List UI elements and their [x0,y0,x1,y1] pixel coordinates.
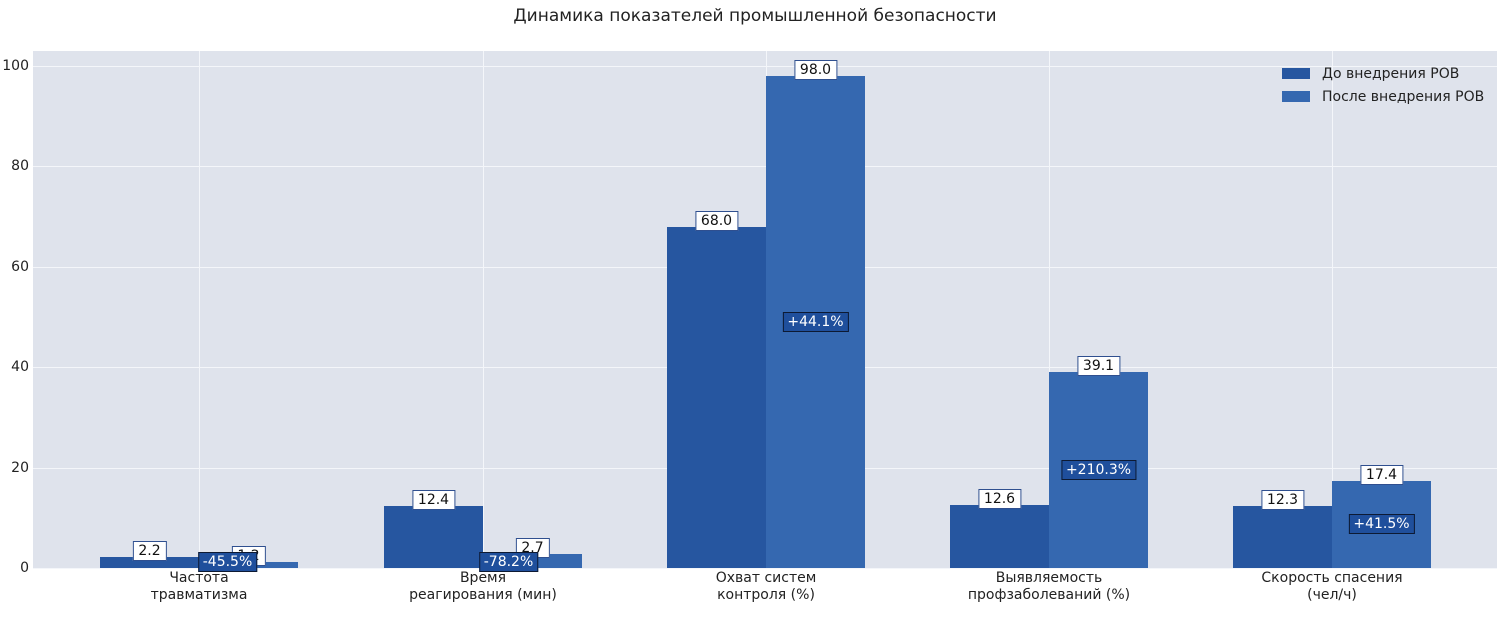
x-tick-line2: профзаболеваний (%) [967,587,1131,603]
legend-item-before: До внедрения РОВ [1282,62,1484,85]
value-label-before: 12.6 [977,488,1022,509]
x-tick-line2: травматизма [150,587,248,603]
x-tick-line2: (чел/ч) [1307,587,1357,603]
legend-swatch-before [1282,68,1310,79]
value-label-before: 2.2 [132,540,167,561]
change-annotation: +44.1% [782,312,849,333]
gridline-x [483,51,484,568]
bar-before [384,505,483,568]
gridline-x [1049,51,1050,568]
gridline-x [1332,51,1333,568]
x-tick-line1: Охват систем [715,570,817,586]
y-tick-label: 0 [20,560,29,576]
gridline-y [33,66,1497,68]
value-label-before: 12.4 [411,489,456,510]
bar-before [1233,506,1332,568]
gridline-x [199,51,200,568]
value-label-after: 98.0 [793,60,838,81]
legend-item-after: После внедрения РОВ [1282,85,1484,108]
change-annotation: +41.5% [1348,514,1415,535]
bar-before [667,226,766,568]
x-tick-line1: Время [459,570,507,586]
y-tick-label: 100 [2,58,29,75]
x-tick-label: Выявляемость профзаболеваний (%) [968,570,1130,604]
value-label-before: 68.0 [694,210,739,231]
x-tick-line1: Выявляемость [995,570,1103,586]
change-annotation: -45.5% [197,552,258,572]
y-tick-label: 60 [11,258,29,275]
y-tick-label: 40 [11,359,29,376]
x-tick-label: Охват систем контроля (%) [716,570,817,604]
value-label-before: 12.3 [1260,490,1305,511]
x-tick-line2: реагирования (мин) [409,587,557,603]
y-tick-label: 20 [11,459,29,476]
x-tick-line1: Частота [169,570,229,586]
legend-label-after: После внедрения РОВ [1322,88,1485,105]
legend-label-before: До внедрения РОВ [1322,65,1460,82]
value-label-after: 39.1 [1076,355,1121,376]
y-tick-label: 80 [11,158,29,175]
bar-before [100,556,199,568]
x-tick-label: Время реагирования (мин) [409,570,557,604]
change-annotation: -78.2% [478,552,539,572]
legend: До внедрения РОВ После внедрения РОВ [1282,62,1484,108]
gridline-y [33,166,1497,168]
x-tick-label: Частота травматизма [151,570,248,604]
bar-before [950,504,1049,568]
change-annotation: +210.3% [1060,459,1137,480]
x-tick-line2: контроля (%) [717,587,815,603]
legend-swatch-after [1282,91,1310,102]
chart-title: Динамика показателей промышленной безопа… [513,6,997,26]
x-tick-line1: Скорость спасения [1261,570,1403,586]
x-tick-label: Скорость спасения (чел/ч) [1261,570,1402,604]
gridline-y [33,568,1497,569]
value-label-after: 17.4 [1359,464,1404,485]
